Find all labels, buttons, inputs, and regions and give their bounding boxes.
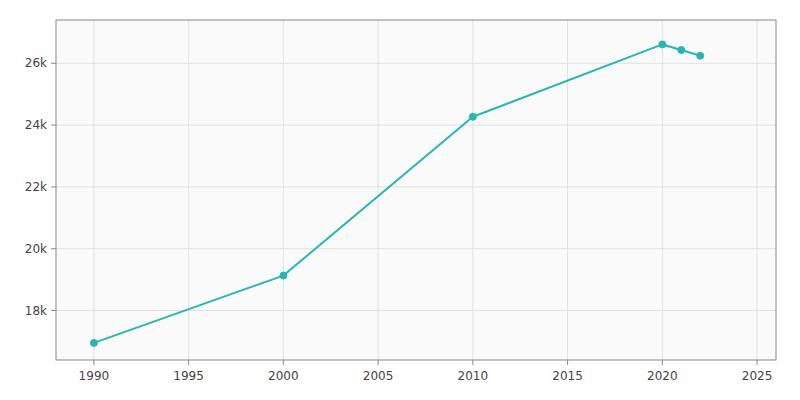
x-tick-label: 1990	[79, 369, 110, 383]
axes: 1990 1995 2000 2005 2010 2015 2020 2025 18k 20k 22…	[25, 56, 773, 383]
x-tick	[567, 360, 568, 365]
y-grid-line	[56, 310, 776, 311]
x-tick	[378, 360, 379, 365]
x-tick-label: 2020	[647, 369, 678, 383]
y-grid-line	[56, 248, 776, 249]
y-tick-label: 26k	[25, 56, 47, 70]
point	[469, 113, 476, 120]
line	[94, 44, 700, 342]
x-tick-label: 2010	[458, 369, 489, 383]
x-grid-line	[567, 20, 568, 360]
x-tick	[188, 360, 189, 365]
x-tick-label: 2025	[742, 369, 773, 383]
y-grid-line	[56, 125, 776, 126]
y-tick-label: 18k	[25, 304, 47, 318]
y-tick	[51, 186, 56, 187]
x-tick-label: 1995	[173, 369, 204, 383]
x-grid-line	[472, 20, 473, 360]
y-grid-line	[56, 186, 776, 187]
x-tick	[757, 360, 758, 365]
y-tick	[51, 310, 56, 311]
y-tick	[51, 248, 56, 249]
y-grid-line	[56, 63, 776, 64]
x-tick-label: 2005	[363, 369, 394, 383]
x-tick	[662, 360, 663, 365]
y-tick-label: 20k	[25, 242, 47, 256]
y-tick-label: 24k	[25, 118, 47, 132]
y-tick	[51, 63, 56, 64]
point	[90, 339, 97, 346]
x-grid-line	[662, 20, 663, 360]
y-tick-label: 22k	[25, 180, 47, 194]
x-tick	[93, 360, 94, 365]
x-grid-line	[283, 20, 284, 360]
point	[697, 52, 704, 59]
y-tick	[51, 125, 56, 126]
point	[678, 46, 685, 53]
x-tick	[283, 360, 284, 365]
plot-frame	[56, 20, 776, 360]
data-layer	[90, 41, 703, 346]
plot-background	[56, 20, 776, 360]
x-tick-label: 2015	[552, 369, 583, 383]
chart-svg: 1990 1995 2000 2005 2010 2015 2020 2025 18k 20k 22…	[0, 0, 800, 400]
point	[659, 41, 666, 48]
chart-container: 1990 1995 2000 2005 2010 2015 2020 2025 18k 20k 22…	[0, 0, 800, 400]
grid	[56, 20, 776, 360]
x-grid-line	[378, 20, 379, 360]
x-tick	[472, 360, 473, 365]
x-grid-line	[93, 20, 94, 360]
x-grid-line	[757, 20, 758, 360]
point	[280, 272, 287, 279]
x-tick-label: 2000	[268, 369, 299, 383]
